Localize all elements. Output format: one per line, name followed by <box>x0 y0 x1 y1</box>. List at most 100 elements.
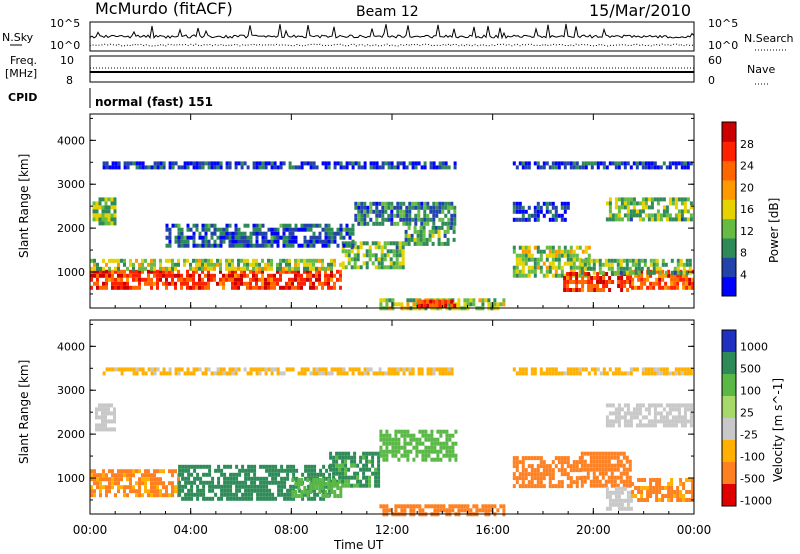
heatmap-cell <box>527 269 531 274</box>
heatmap-cell <box>533 456 537 461</box>
heatmap-cell <box>104 403 107 408</box>
heatmap-cell <box>129 473 132 478</box>
heatmap-cell <box>344 463 348 468</box>
heatmap-cell <box>429 205 433 210</box>
heatmap-cell <box>614 411 618 416</box>
heatmap-cell <box>168 239 172 244</box>
heatmap-cell <box>604 455 608 460</box>
heatmap-cell <box>228 269 231 274</box>
heatmap-cell <box>96 281 99 286</box>
heatmap-cell <box>359 265 363 270</box>
heatmap-cell <box>688 478 692 482</box>
heatmap-cell <box>359 467 363 472</box>
heatmap-cell <box>548 476 552 481</box>
heatmap-cell <box>238 488 242 493</box>
heatmap-cell <box>104 419 107 424</box>
heatmap-cell <box>662 205 666 210</box>
heatmap-cell <box>396 221 400 226</box>
heatmap-cell <box>270 165 274 170</box>
heatmap-cell <box>671 161 675 166</box>
heatmap-cell <box>689 403 693 408</box>
heatmap-cell <box>481 508 485 513</box>
heatmap-cell <box>219 266 222 271</box>
heatmap-cell <box>274 496 278 501</box>
heatmap-cell <box>385 302 389 307</box>
heatmap-cell <box>610 270 614 275</box>
heatmap-cell <box>105 262 108 267</box>
heatmap-cell <box>210 223 214 228</box>
heatmap-cell <box>578 265 582 270</box>
heatmap-cell <box>270 262 273 267</box>
heatmap-cell <box>165 281 168 286</box>
heatmap-cell <box>548 249 552 254</box>
heatmap-cell <box>384 201 388 206</box>
heatmap-cell <box>403 504 407 509</box>
heatmap-cell <box>515 201 519 206</box>
heatmap-cell <box>580 455 584 460</box>
heatmap-cell <box>641 403 645 408</box>
heatmap-cell <box>677 209 681 214</box>
heatmap-cell <box>315 266 318 271</box>
heatmap-cell <box>610 463 614 468</box>
heatmap-cell <box>280 476 284 481</box>
heatmap-cell <box>605 272 609 276</box>
heatmap-cell <box>186 227 190 232</box>
heatmap-cell <box>192 371 196 376</box>
heatmap-cell <box>303 269 306 274</box>
heatmap-cell <box>312 223 316 228</box>
heatmap-cell <box>578 280 582 284</box>
heatmap-cell <box>335 479 339 484</box>
heatmap-cell <box>199 492 203 497</box>
heatmap-cell <box>174 273 177 278</box>
heatmap-cell <box>186 165 190 170</box>
heatmap-cell <box>207 239 211 244</box>
heatmap-cell <box>634 285 638 290</box>
heatmap-cell <box>393 165 397 170</box>
heatmap-cell <box>192 239 196 244</box>
heatmap-cell <box>542 161 546 166</box>
heatmap-cell <box>156 273 159 278</box>
heatmap-cell <box>96 285 99 290</box>
heatmap-cell <box>658 273 662 278</box>
heatmap-cell <box>515 480 519 485</box>
heatmap-cell <box>330 239 334 244</box>
heatmap-cell <box>617 209 621 214</box>
heatmap-cell <box>388 449 392 454</box>
heatmap-cell <box>450 201 454 206</box>
heatmap-cell <box>442 445 446 450</box>
heatmap-cell <box>280 480 284 485</box>
heatmap-cell <box>276 367 280 372</box>
heatmap-cell <box>440 225 444 230</box>
heatmap-cell <box>219 371 223 376</box>
heatmap-cell <box>518 476 522 481</box>
heatmap-cell <box>602 288 606 292</box>
heatmap-cell <box>399 367 403 372</box>
heatmap-cell <box>638 411 642 416</box>
heatmap-cell <box>289 496 293 501</box>
heatmap-cell <box>285 367 289 372</box>
heatmap-cell <box>566 460 570 465</box>
heatmap-cell <box>382 433 386 438</box>
heatmap-cell <box>396 165 400 170</box>
heatmap-cell <box>359 241 363 246</box>
heatmap-cell <box>280 484 284 489</box>
heatmap-cell <box>232 496 236 501</box>
heatmap-cell <box>213 223 217 228</box>
heatmap-cell <box>258 161 262 166</box>
heatmap-cell <box>411 161 415 166</box>
heatmap-cell <box>598 463 602 468</box>
heatmap-cell <box>255 367 259 372</box>
heatmap-cell <box>226 492 230 497</box>
heatmap-cell <box>385 298 389 303</box>
heatmap-cell <box>228 262 231 267</box>
heatmap-cell <box>393 371 397 376</box>
heatmap-cell <box>283 468 287 473</box>
heatmap-cell <box>446 225 450 230</box>
heatmap-cell <box>647 161 651 166</box>
heatmap-cell <box>614 213 618 218</box>
heatmap-cell <box>300 482 304 486</box>
heatmap-cell <box>338 463 342 468</box>
heatmap-cell <box>625 262 629 267</box>
heatmap-cell <box>211 496 215 501</box>
heatmap-cell <box>608 423 612 428</box>
